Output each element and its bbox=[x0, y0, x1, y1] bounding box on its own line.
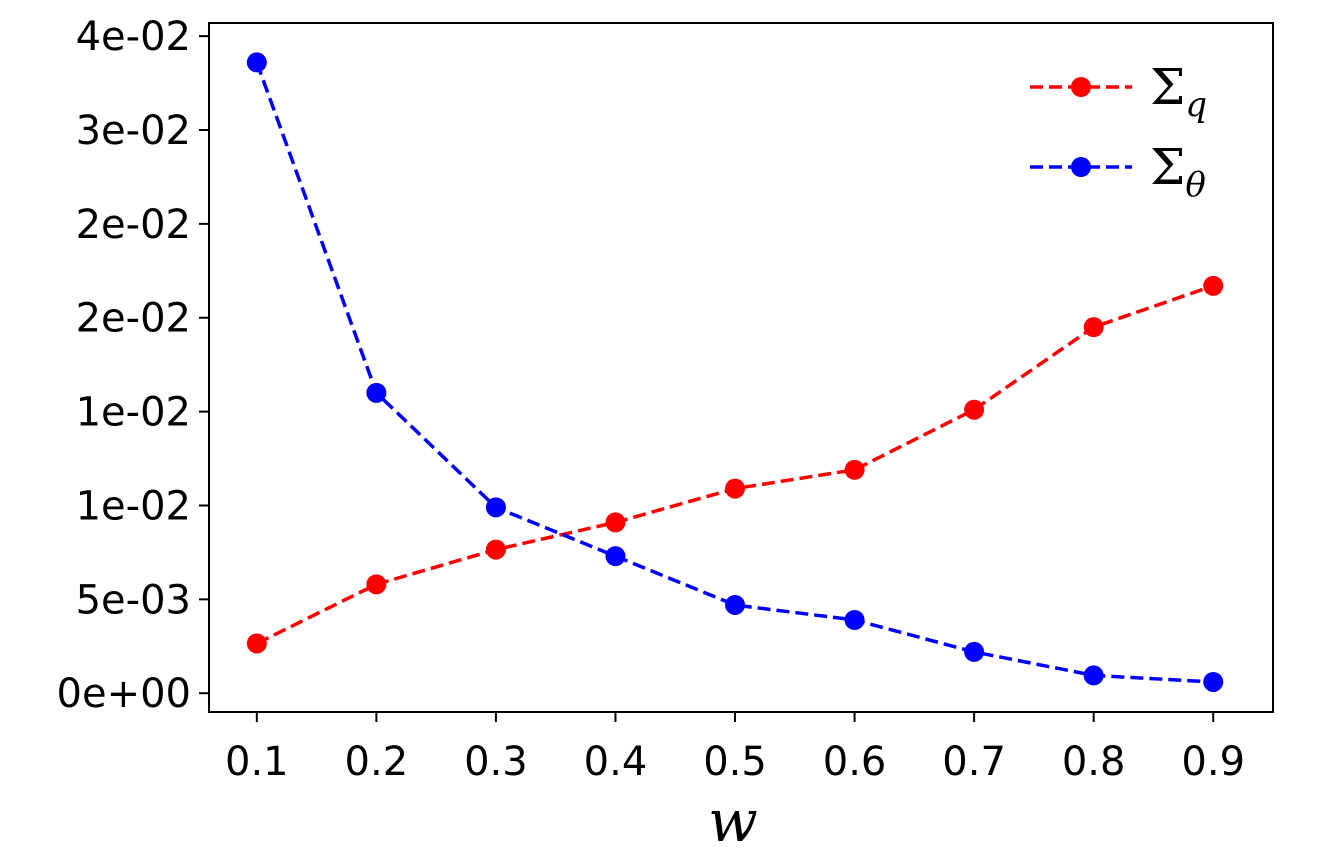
data-point-q bbox=[366, 574, 387, 595]
data-point-q bbox=[964, 399, 985, 420]
series-line-θ bbox=[255, 61, 1214, 684]
series-layer bbox=[246, 52, 1224, 692]
x-tick-label: 0.6 bbox=[823, 739, 887, 785]
x-tick-label: 0.4 bbox=[584, 739, 648, 785]
data-point-θ bbox=[1083, 665, 1104, 686]
data-point-q bbox=[1203, 275, 1224, 296]
data-point-θ bbox=[844, 610, 865, 631]
y-tick-label: 0e+00 bbox=[57, 671, 191, 717]
y-axis: 0e+00 5e-03 1e-02 1e-02 2e-02 2e-02 3e-02 4e-02 bbox=[57, 14, 209, 717]
x-tick-label: 0.1 bbox=[225, 739, 289, 785]
y-tick-label: 1e-02 bbox=[76, 483, 191, 529]
y-tick-label: 4e-02 bbox=[76, 14, 191, 60]
plot-frame bbox=[208, 22, 1274, 713]
data-point-q bbox=[1083, 317, 1104, 338]
legend-label-θ: Σθ bbox=[1150, 138, 1206, 205]
y-tick-label: 5e-03 bbox=[76, 577, 191, 623]
x-tick-label: 0.3 bbox=[464, 739, 528, 785]
y-tick-label: 3e-02 bbox=[76, 108, 191, 154]
x-tick-label: 0.9 bbox=[1181, 739, 1245, 785]
x-axis: 0.1 0.2 0.3 0.4 0.5 0.6 0.7 0.8 0.9 bbox=[225, 712, 1245, 785]
data-point-q bbox=[725, 478, 746, 499]
data-point-q bbox=[246, 633, 267, 654]
y-tick-label: 1e-02 bbox=[76, 390, 191, 436]
legend-marker-q bbox=[1071, 77, 1091, 97]
data-point-θ bbox=[605, 546, 626, 567]
data-point-q bbox=[485, 539, 506, 560]
series-line-q bbox=[256, 284, 1214, 646]
x-tick-label: 0.2 bbox=[345, 739, 409, 785]
x-axis-title: w bbox=[708, 787, 758, 855]
x-tick-label: 0.8 bbox=[1062, 739, 1126, 785]
data-point-θ bbox=[725, 594, 746, 615]
data-point-θ bbox=[1203, 671, 1224, 692]
legend: Σq Σθ bbox=[1030, 58, 1207, 205]
y-tick-label: 2e-02 bbox=[76, 296, 191, 342]
data-point-θ bbox=[246, 52, 267, 73]
data-point-θ bbox=[964, 641, 985, 662]
data-point-θ bbox=[485, 497, 506, 518]
legend-marker-θ bbox=[1071, 157, 1091, 177]
x-tick-label: 0.7 bbox=[942, 739, 1006, 785]
data-point-θ bbox=[366, 382, 387, 403]
x-tick-label: 0.5 bbox=[703, 739, 767, 785]
data-point-q bbox=[605, 512, 626, 533]
legend-label-q: Σq bbox=[1150, 58, 1207, 125]
y-tick-label: 2e-02 bbox=[76, 202, 191, 248]
data-point-q bbox=[844, 459, 865, 480]
